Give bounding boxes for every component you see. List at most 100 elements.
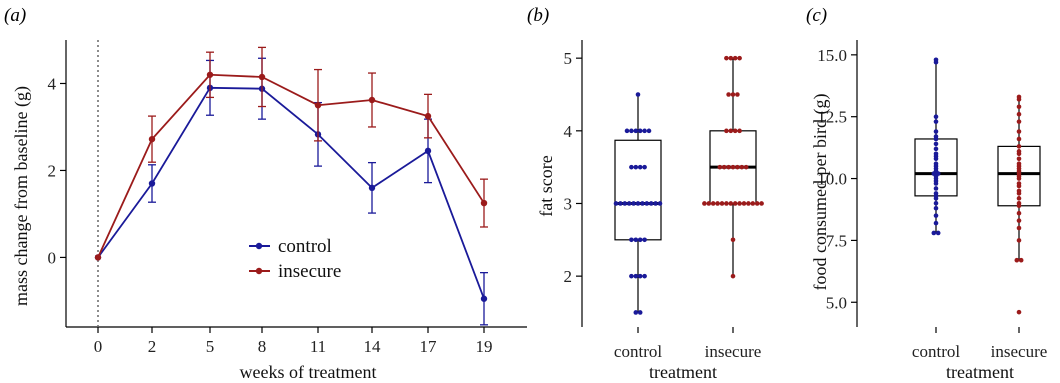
- box-control-point: [633, 164, 639, 170]
- panel-b-x-axis-title: treatment: [649, 362, 717, 382]
- panel-a-x-tick-label: 17: [420, 337, 438, 356]
- panel-b-x-axis: control insecure: [614, 327, 761, 361]
- panel-c-x-tick-label: control: [912, 342, 960, 361]
- box-insecure-point: [735, 92, 740, 97]
- panel-a-x-tick-label: 8: [258, 337, 267, 356]
- series-control-point: [424, 147, 432, 155]
- box-insecure-point: [737, 201, 742, 206]
- panel-c-y-tick-label: 5.0: [826, 293, 847, 312]
- panel-b-y-axis-title: fat score: [536, 155, 556, 216]
- box-insecure-point: [750, 201, 756, 206]
- box-insecure-point: [1016, 196, 1022, 201]
- box-control-point: [933, 141, 939, 147]
- box-control-point: [637, 310, 643, 315]
- box-control-point: [637, 164, 643, 170]
- box-insecure-point: [743, 164, 749, 170]
- box-control-point: [629, 237, 634, 243]
- series-control-point: [148, 180, 156, 187]
- box-control-point: [642, 164, 647, 170]
- box-control-iqr: [614, 139, 662, 241]
- panel-b-x-tick-label: control: [614, 342, 662, 361]
- box-insecure-point: [1016, 129, 1022, 134]
- series-control-line: [97, 86, 485, 300]
- panel-a-x-axis: 0 2 5 8 11 14 17 19: [66, 326, 527, 356]
- series-insecure-point: [314, 102, 322, 109]
- panel-c-y-axis-title: food consumed per bird (g): [810, 94, 831, 291]
- box-insecure-point: [730, 92, 736, 97]
- series-insecure-point: [258, 73, 266, 81]
- box-control-point: [640, 201, 645, 206]
- panel-c-x-axis: control insecure: [912, 327, 1047, 361]
- legend-insecure-label: insecure: [278, 261, 341, 282]
- box-insecure-point: [1016, 210, 1022, 216]
- panel-a-x-tick-label: 14: [364, 337, 382, 356]
- box-insecure-point: [1016, 144, 1022, 149]
- box-insecure-point: [732, 55, 738, 61]
- box-control-point: [635, 201, 641, 206]
- panel-b-y-tick-label: 4: [564, 122, 573, 141]
- series-insecure: [94, 46, 488, 261]
- box-insecure: [997, 94, 1041, 315]
- box-insecure-point: [735, 164, 740, 170]
- box-control-point: [933, 114, 939, 119]
- box-insecure-point: [1016, 119, 1022, 124]
- panel-a-y-tick-label: 4: [48, 74, 57, 93]
- box-insecure-point: [1016, 225, 1022, 231]
- series-control-point: [480, 295, 488, 302]
- series-control: [94, 57, 488, 326]
- box-insecure-point: [719, 201, 725, 206]
- panel-c-y-tick-label: 7.5: [826, 231, 847, 250]
- series-insecure-point: [368, 96, 376, 104]
- box-control-point: [933, 191, 939, 196]
- panel-c-y-tick-label: 15.0: [817, 46, 847, 65]
- box-insecure-point: [717, 164, 723, 170]
- box-control-point: [933, 200, 939, 206]
- panel-a-y-tick-label: 0: [48, 248, 57, 267]
- box-control-point: [618, 201, 623, 206]
- box-control-point: [933, 134, 939, 139]
- panel-c-x-axis-title: treatment: [946, 362, 1014, 382]
- box-control-point: [646, 128, 652, 134]
- panel-b-label: (b): [527, 5, 549, 26]
- box-control-point: [637, 128, 643, 134]
- series-insecure-point: [480, 199, 488, 207]
- panel-c-box-plot: (c) 5.0 7.5 10.0 12.5 15.0 control insecure t…: [806, 5, 1047, 382]
- series-insecure-point: [148, 135, 156, 143]
- box-insecure-point: [724, 128, 729, 134]
- series-insecure-point: [424, 112, 432, 120]
- box-insecure-point: [1016, 94, 1022, 100]
- box-control-point: [635, 92, 641, 97]
- box-insecure-point: [739, 164, 745, 170]
- box-control-point: [633, 237, 639, 243]
- series-control-point: [368, 184, 376, 192]
- box-insecure: [702, 55, 764, 279]
- panel-b-y-tick-label: 5: [564, 49, 573, 68]
- box-insecure-point: [737, 128, 742, 134]
- box-insecure-point: [726, 92, 731, 97]
- box-control-point: [933, 161, 939, 167]
- box-insecure-point: [1018, 257, 1024, 263]
- box-control-point: [933, 119, 939, 124]
- panel-a-y-axis: 0 2 4: [48, 40, 67, 327]
- box-control-point: [629, 164, 634, 170]
- panel-a-y-tick-label: 2: [48, 161, 57, 180]
- box-control-point: [624, 128, 630, 134]
- box-insecure-point: [726, 164, 731, 170]
- box-insecure-point: [1016, 111, 1022, 117]
- panel-c-label: (c): [806, 5, 827, 26]
- box-insecure-point: [1016, 188, 1022, 194]
- legend-control-label: control: [278, 236, 332, 257]
- box-control-point: [622, 201, 628, 206]
- box-control-point: [633, 128, 639, 134]
- panel-b-y-axis: 2 3 4 5: [564, 40, 583, 327]
- box-insecure-point: [730, 273, 736, 279]
- panel-c-y-tick-label: 10.0: [817, 170, 847, 189]
- box-control-point: [633, 273, 639, 279]
- box-control-point: [933, 57, 939, 63]
- box-control-point: [933, 213, 939, 218]
- box-control-point: [642, 128, 647, 134]
- box-control-point: [644, 201, 650, 206]
- box-control-point: [933, 186, 939, 191]
- box-control-point: [933, 220, 939, 226]
